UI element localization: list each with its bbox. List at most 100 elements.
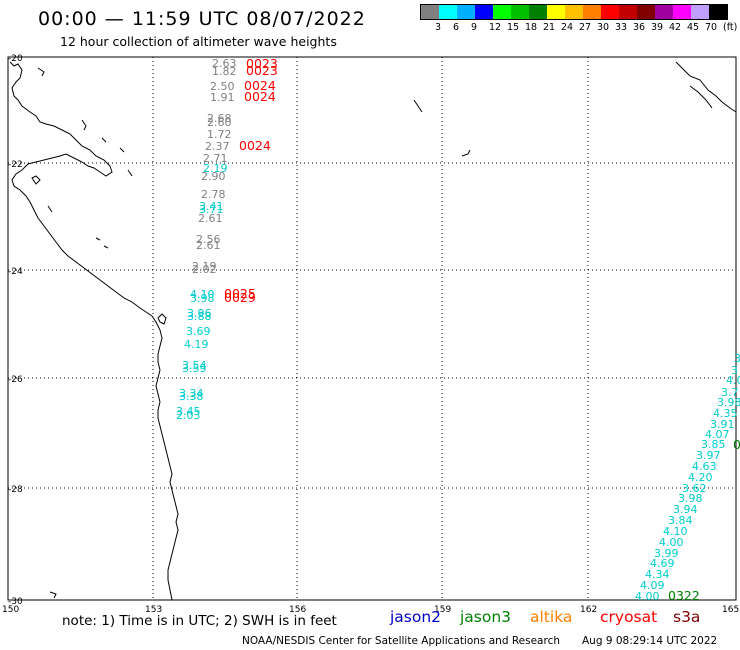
cyan-swh-value: 3.62 bbox=[682, 482, 707, 495]
generation-timestamp: Aug 9 08:29:14 UTC 2022 bbox=[582, 635, 718, 647]
longitude-labels: 150 153 156 159 162 165 bbox=[2, 605, 739, 615]
cyan-swh-value: 3.54 bbox=[182, 359, 207, 372]
gray-swh-value: 2.78 bbox=[201, 188, 226, 201]
legend-swatch bbox=[439, 5, 457, 19]
cyan-west-track: 2.19 3.41 3.71 4.10 3.98 3.96 3.88 3.69 … bbox=[176, 162, 228, 422]
gray-swh-value: 2.37 bbox=[205, 140, 230, 153]
legend-jason2: jason2 bbox=[390, 608, 442, 626]
time-label: 0024 bbox=[244, 78, 276, 93]
cyan-swh-value: 4.69 bbox=[650, 557, 675, 570]
lat-label: -26 bbox=[8, 375, 23, 385]
legend-jason3: jason3 bbox=[460, 608, 512, 626]
cyan-swh-value: 2.03 bbox=[176, 409, 201, 422]
lat-label: -20 bbox=[8, 54, 23, 64]
gray-swh-value: 2.71 bbox=[203, 152, 228, 165]
gray-swh-value: 1.82 bbox=[212, 65, 237, 78]
legend-label: 36 bbox=[633, 22, 646, 33]
lon-label: 165 bbox=[722, 605, 739, 615]
gray-swh-value: 2.50 bbox=[210, 80, 235, 93]
lat-lon-grid bbox=[8, 57, 736, 600]
lat-label: -24 bbox=[8, 267, 23, 277]
cyan-swh-value: 4.00 bbox=[659, 536, 684, 549]
legend-label: (ft) bbox=[723, 22, 738, 33]
time-label: 0322 bbox=[668, 588, 700, 603]
footer-note: note: 1) Time is in UTC; 2) SWH is in fe… bbox=[62, 613, 337, 629]
legend-swatch bbox=[511, 5, 529, 19]
gray-swh-value: 2.02 bbox=[192, 263, 217, 276]
legend-label: 21 bbox=[543, 22, 556, 33]
legend-label: 18 bbox=[525, 22, 538, 33]
map-frame bbox=[7, 56, 737, 601]
lat-label: -22 bbox=[8, 160, 23, 170]
legend-swatch bbox=[709, 5, 727, 19]
legend-swatch bbox=[673, 5, 691, 19]
lon-label: 150 bbox=[2, 605, 19, 615]
cyan-swh-value: 3.98 bbox=[717, 396, 740, 409]
cyan-swh-value: 4.10 bbox=[190, 288, 215, 301]
cyan-swh-value: 3.96 bbox=[187, 307, 212, 320]
legend-swatch bbox=[457, 5, 475, 19]
legend-swatch bbox=[565, 5, 583, 19]
time-label: 0024 bbox=[244, 89, 276, 104]
legend-label: 24 bbox=[561, 22, 574, 33]
legend-label: 15 bbox=[507, 22, 520, 33]
latitude-labels: -20 -22 -24 -26 -28 -30 bbox=[8, 54, 23, 607]
cyan-swh-value: 3.98 bbox=[190, 292, 215, 305]
legend-label: 12 bbox=[489, 22, 502, 33]
gray-swh-value: 2.19 bbox=[192, 260, 217, 273]
cyan-swh-value: 4.63 bbox=[692, 460, 717, 473]
cyan-swh-value: 4.20 bbox=[688, 471, 713, 484]
legend-swatch bbox=[493, 5, 511, 19]
gray-swh-value: 2.56 bbox=[196, 233, 221, 246]
gray-swh-value: 2.68 bbox=[207, 112, 232, 125]
legend-label: 70 bbox=[705, 22, 718, 33]
legend-label: 9 bbox=[471, 22, 478, 33]
cyan-swh-value: 3.41 bbox=[199, 200, 224, 213]
lon-label: 153 bbox=[145, 605, 162, 615]
cyan-swh-value: 3 bbox=[731, 364, 738, 377]
cyan-swh-value: 2.19 bbox=[203, 162, 228, 175]
cyan-swh-value: 3.99 bbox=[654, 547, 679, 560]
cyan-swh-value: 3.85 bbox=[701, 438, 726, 451]
cyan-swh-value: 3.34 bbox=[179, 387, 204, 400]
cyan-swh-value: 4.00 bbox=[635, 590, 660, 603]
legend-swatch bbox=[655, 5, 673, 19]
lon-label: 159 bbox=[434, 605, 451, 615]
gray-swh-value: 1.72 bbox=[207, 128, 232, 141]
gray-swh-value: 2.61 bbox=[198, 212, 223, 225]
cyan-swh-value: 3.71 bbox=[199, 203, 224, 216]
color-legend: 3 6 9 12 15 18 21 24 27 30 33 36 39 42 45 70 (ft) bbox=[420, 4, 737, 33]
cyan-east-track: 3 3 4.0 3.7 3.98 4.35 3.91 4.07 3.85 3.9… bbox=[635, 352, 740, 603]
cyan-swh-value: 3.97 bbox=[696, 449, 721, 462]
time-label: 0023 bbox=[246, 63, 278, 78]
cyan-swh-value: 4.07 bbox=[705, 428, 730, 441]
cyan-swh-value: 4.0 bbox=[726, 374, 740, 387]
legend-swatch bbox=[583, 5, 601, 19]
time-label: 0 bbox=[733, 437, 740, 452]
cyan-swh-value: 3.38 bbox=[179, 390, 204, 403]
legend-s3a: s3a bbox=[673, 608, 701, 626]
legend-swatch bbox=[637, 5, 655, 19]
cyan-swh-value: 3.98 bbox=[678, 492, 703, 505]
cyan-swh-value: 4.35 bbox=[713, 407, 738, 420]
cyan-swh-value: 3.45 bbox=[176, 405, 201, 418]
legend-altika: altika bbox=[530, 608, 573, 626]
legend-cryosat: cryosat bbox=[600, 608, 658, 626]
lat-label: -28 bbox=[8, 485, 23, 495]
green-time-labels: 0322 0 bbox=[668, 437, 740, 603]
gray-swh-value: 2.60 bbox=[207, 116, 232, 129]
cyan-swh-value: 4.09 bbox=[640, 579, 665, 592]
cyan-swh-value: 3.84 bbox=[668, 514, 693, 527]
lon-label: 156 bbox=[289, 605, 306, 615]
legend-label: 33 bbox=[615, 22, 628, 33]
time-label: 0025 bbox=[224, 286, 256, 301]
time-label: 0023 bbox=[246, 56, 278, 71]
legend-label: 42 bbox=[669, 22, 682, 33]
legend-swatch bbox=[421, 5, 439, 19]
cyan-swh-value: 3.7 bbox=[721, 386, 739, 399]
gray-swh-value: 2.63 bbox=[212, 57, 237, 70]
legend-swatch bbox=[691, 5, 709, 19]
map-title: 00:00 — 11:59 UTC 08/07/2022 bbox=[38, 8, 366, 30]
legend-label: 45 bbox=[687, 22, 700, 33]
